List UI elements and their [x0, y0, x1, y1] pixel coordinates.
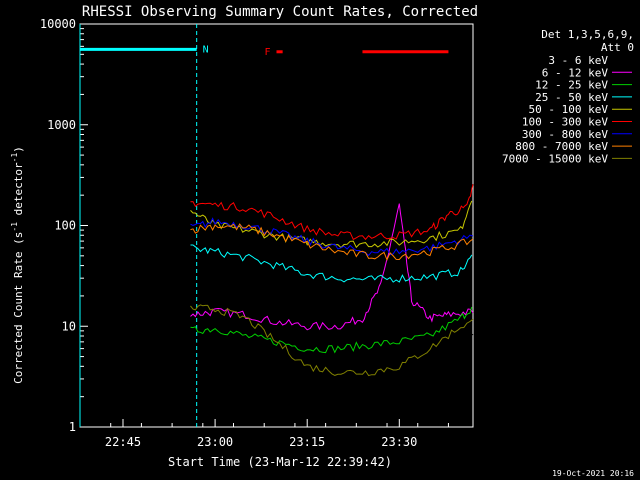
x-tick-label: 23:00 [197, 435, 233, 449]
series-lines [190, 184, 474, 377]
y-axis-label-main: Corrected Count Rate (s [12, 232, 25, 384]
y-ticks: 1 10 100 1000 10000 [40, 17, 88, 434]
legend-label-6-12-kev: 6 - 12 keV [542, 66, 609, 79]
y-tick-label: 10000 [40, 17, 76, 31]
footer-date: 19-Oct-2021 20:16 [552, 469, 634, 478]
y-axis-label: Corrected Count Rate (s-1 detector-1) [10, 146, 25, 384]
x-axis-label: Start Time (23-Mar-12 22:39:42) [168, 455, 392, 469]
y-axis-label-end: ) [12, 146, 25, 153]
series-line-100-300-kev [190, 184, 474, 241]
x-ticks: 22:45 23:00 23:15 23:30 [79, 419, 449, 449]
y-axis-label-sup1: -1 [10, 222, 19, 232]
series-line-300-800-kev [190, 217, 474, 257]
legend-label-7000-15000-kev: 7000 - 15000 keV [502, 152, 608, 165]
x-tick-label: 22:45 [105, 435, 141, 449]
legend-label-50-100-kev: 50 - 100 keV [529, 103, 609, 116]
legend-label-12-25-kev: 12 - 25 keV [535, 79, 608, 92]
x-tick-label: 23:30 [381, 435, 417, 449]
y-axis-label-mid: detector [12, 162, 25, 222]
series-line-12-25-kev [190, 306, 473, 354]
series-line-800-7000-kev [190, 223, 474, 261]
y-tick-label: 100 [54, 219, 76, 233]
chart-title: RHESSI Observing Summary Count Rates, Co… [82, 4, 478, 20]
series-line-3-6-kev [190, 215, 474, 369]
legend-title-2: Att 0 [601, 41, 634, 54]
flag-label-n: N [203, 44, 209, 55]
y-tick-label: 1 [69, 420, 76, 434]
x-tick-label: 23:15 [289, 435, 325, 449]
legend-label-300-800-kev: 300 - 800 keV [522, 128, 608, 141]
legend-title-1: Det 1,3,5,6,9, [541, 28, 634, 41]
legend-label-100-300-kev: 100 - 300 keV [522, 116, 608, 129]
y-tick-label: 10 [62, 319, 76, 333]
series-line-25-50-kev [190, 244, 473, 283]
legend-label-25-50-kev: 25 - 50 keV [535, 91, 608, 104]
legend-label-800-7000-kev: 800 - 7000 keV [515, 140, 608, 153]
legend-label-3-6-kev: 3 - 6 keV [548, 54, 608, 67]
series-line-6-12-kev [190, 203, 474, 331]
y-axis-label-sup2: -1 [10, 153, 19, 163]
vertical-markers [79, 24, 198, 427]
y-tick-label: 1000 [47, 118, 76, 132]
flare-marker-label: F [265, 47, 271, 58]
series-line-7000-15000-kev [190, 304, 474, 377]
